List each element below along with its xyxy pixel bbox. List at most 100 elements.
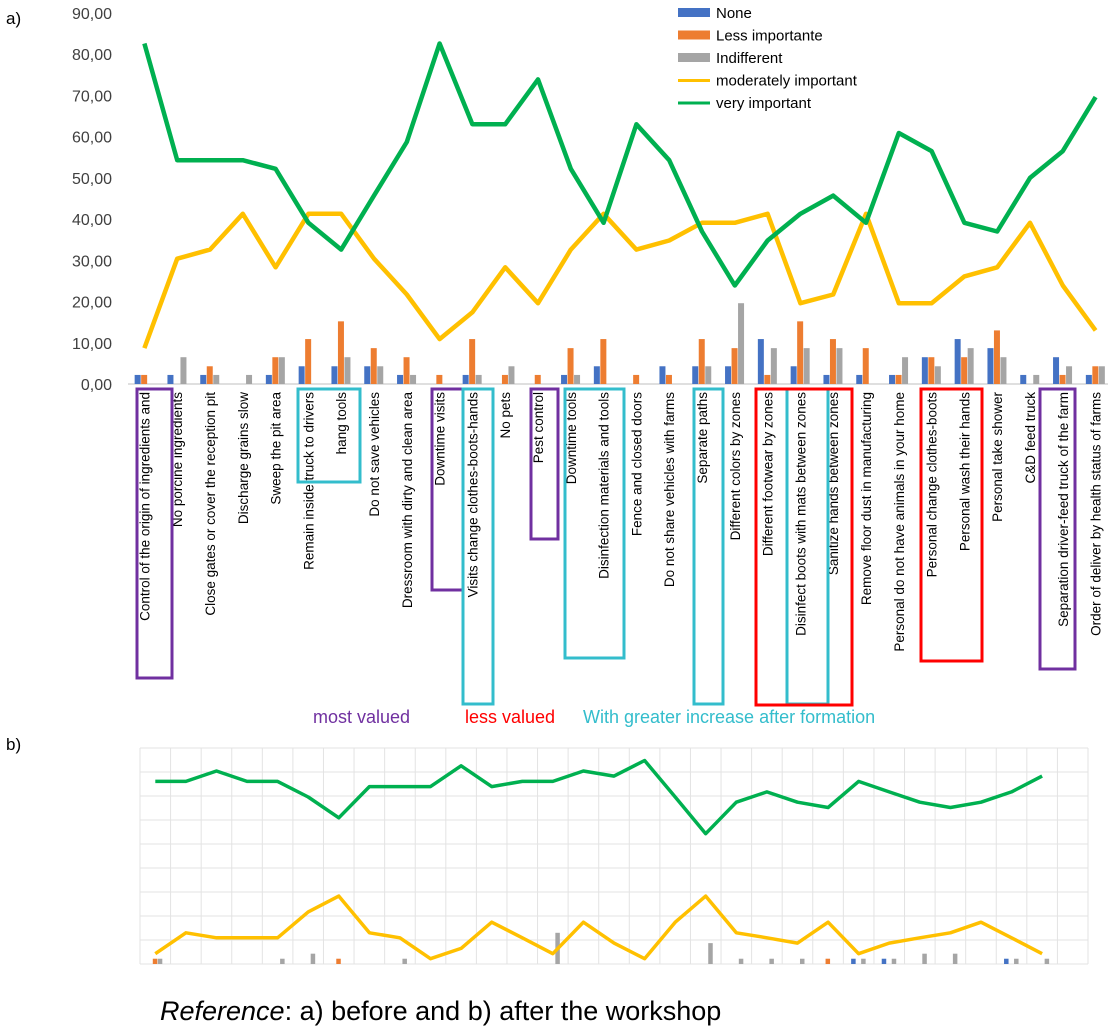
bar-indifferent [799, 958, 805, 964]
bar-indifferent [769, 958, 774, 964]
bar-none [1085, 374, 1092, 384]
x-category-label: Fence and closed doors [629, 392, 644, 536]
legend-swatch-none [678, 8, 710, 17]
bar-none [364, 366, 371, 384]
legend-swatch-indifferent [678, 53, 710, 62]
x-category-label: Dressroom with dirty and clean area [400, 392, 415, 609]
legend-label-moderately-important: moderately important [716, 73, 858, 90]
y-tick-label: 70,00 [72, 88, 112, 105]
bar-indifferent [803, 348, 810, 384]
bar-indifferent [574, 374, 581, 384]
x-category-label: Different colors by zones [728, 392, 743, 541]
bar-less-importante [825, 958, 831, 964]
highlight-legend-less-valued: less valued [465, 707, 555, 727]
highlight-box [135, 387, 174, 680]
bar-less-importante [862, 348, 869, 384]
bar-indifferent [1014, 958, 1019, 964]
bar-none [397, 374, 404, 384]
bar-indifferent [705, 366, 712, 384]
bar-none [298, 366, 305, 384]
bar-indifferent [967, 348, 974, 384]
bar-indifferent [280, 958, 285, 964]
bar-indifferent [738, 303, 745, 384]
bar-none [757, 339, 764, 384]
bar-none [167, 374, 174, 384]
legend-label-indifferent: Indifferent [716, 50, 783, 67]
bar-indifferent [475, 374, 482, 384]
y-tick-label: 10,00 [72, 336, 112, 353]
x-category-label: Pest control [531, 392, 546, 463]
line-moderately-important [154, 894, 1043, 961]
bar-less-importante [206, 366, 213, 384]
bar-none [921, 357, 928, 384]
bar-less-importante [633, 374, 640, 384]
x-category-label: Personal change clothes-boots [925, 392, 940, 578]
bar-less-importante [567, 348, 574, 384]
legend-label-less-importante: Less importante [716, 28, 823, 45]
bar-indifferent [278, 357, 285, 384]
x-category-label: Visits change clothes-boots-hands [465, 392, 480, 598]
x-category-label: Personal wash their hands [957, 392, 972, 551]
chart-panel-a: a) 0,00 10,00 20,00 30,00 40,00 50,00 60,00 70,0… [6, 5, 1108, 727]
bar-none [725, 366, 732, 384]
bar-indifferent [377, 366, 384, 384]
bar-indifferent [1033, 374, 1040, 384]
bar-indifferent [157, 958, 163, 964]
bar-indifferent [1000, 357, 1007, 384]
bar-none [856, 374, 863, 384]
highlight-box [692, 387, 725, 706]
highlight-box [563, 387, 626, 660]
x-category-label: Discharge grains slow [236, 392, 251, 524]
y-tick-label: 40,00 [72, 212, 112, 229]
bar-indifferent [952, 953, 958, 964]
bar-less-importante [534, 374, 541, 384]
bar-indifferent [213, 374, 220, 384]
bar-indifferent [180, 357, 187, 384]
bar-indifferent [1044, 958, 1050, 964]
bar-less-importante [152, 958, 158, 964]
bar-none [200, 374, 207, 384]
bar-less-importante [829, 339, 836, 384]
bar-less-importante [403, 357, 410, 384]
bar-indifferent [410, 374, 417, 384]
y-tick-label: 60,00 [72, 130, 112, 147]
highlight-box [529, 387, 560, 541]
bar-none [1053, 357, 1060, 384]
highlight-box [296, 387, 362, 484]
bar-none [1020, 374, 1027, 384]
x-category-label: Remove floor dust in manufacturing [859, 392, 874, 605]
x-category-label: Sanitize hands between zones [826, 392, 841, 575]
bar-none [823, 374, 830, 384]
x-category-label: Close gates or cover the reception pit [203, 392, 218, 616]
x-category-label: Personal do not have animals in your hom… [892, 392, 907, 652]
bar-none [331, 366, 338, 384]
bar-none [462, 374, 469, 384]
bar-none [987, 348, 994, 384]
bar-less-importante [1092, 366, 1099, 384]
x-category-label: Downtime visits [433, 392, 448, 486]
bar-indifferent [344, 357, 351, 384]
bar-indifferent [402, 958, 407, 964]
caption-text: : a) before and b) after the workshop [284, 996, 722, 1026]
line-moderately-important [142, 211, 1098, 349]
x-category-label: No pets [498, 392, 513, 439]
x-category-label: Do not save vehicles [367, 392, 382, 517]
bar-indifferent [861, 958, 866, 964]
bar-none [881, 958, 887, 964]
panel-label-a: a) [6, 9, 21, 28]
bar-less-importante [272, 357, 279, 384]
x-category-label: C&D feed truck [1023, 392, 1038, 484]
bar-less-importante [337, 321, 344, 384]
bar-indifferent [708, 943, 713, 964]
figure-caption: Reference: a) before and b) after the wo… [160, 996, 721, 1027]
highlight-box [461, 387, 495, 706]
bar-none [134, 374, 141, 384]
x-category-label: Downtime tools [564, 392, 579, 485]
y-tick-label: 30,00 [72, 253, 112, 270]
bar-indifferent [902, 357, 909, 384]
bar-indifferent [310, 953, 316, 964]
highlight-boxes [135, 387, 1077, 707]
bar-less-importante [370, 348, 377, 384]
bar-none [889, 374, 896, 384]
